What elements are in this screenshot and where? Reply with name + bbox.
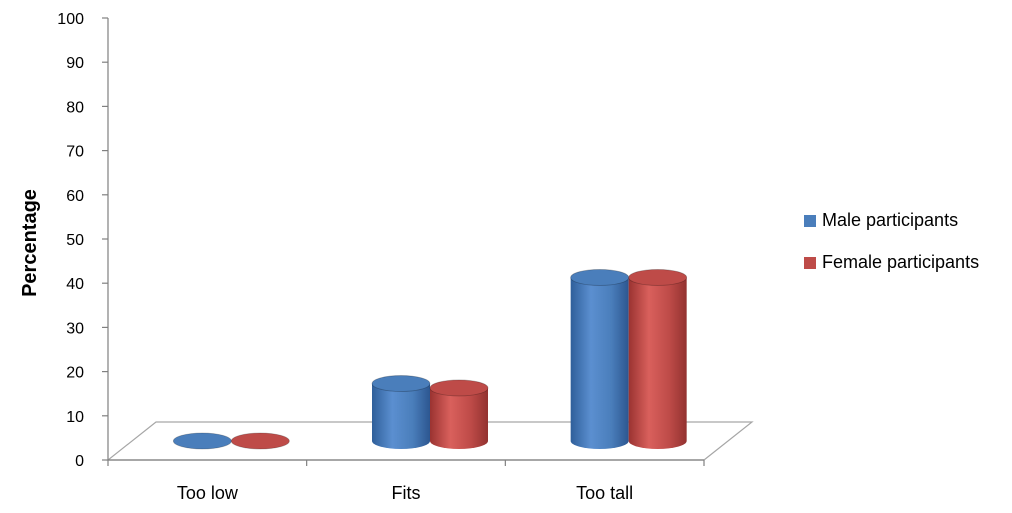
y-tick-label: 90 <box>66 55 84 72</box>
y-axis-title: Percentage <box>19 189 41 297</box>
y-tick-label: 70 <box>66 144 84 161</box>
x-axis-ticks: Too low Fits Too tall <box>107 460 705 503</box>
y-tick-label: 20 <box>66 365 84 382</box>
legend-label: Female participants <box>822 252 979 272</box>
y-tick-label: 50 <box>66 232 84 249</box>
legend-swatch <box>804 257 816 269</box>
y-tick-label: 80 <box>66 99 84 116</box>
legend-swatch <box>804 215 816 227</box>
legend-label: Male participants <box>822 210 958 230</box>
bar-male-participants <box>172 432 232 450</box>
bar-male-participants <box>371 375 431 449</box>
y-tick-label: 100 <box>57 11 84 28</box>
bar-female-participants <box>628 269 688 449</box>
y-tick-label: 40 <box>66 276 84 293</box>
legend: Male participants Female participants <box>804 210 979 272</box>
y-tick-label: 10 <box>66 409 84 426</box>
y-tick-label: 30 <box>66 320 84 337</box>
bars-group <box>172 269 688 450</box>
x-category-label: Fits <box>392 483 421 503</box>
bar-male-participants <box>570 269 630 449</box>
x-category-label: Too low <box>177 483 239 503</box>
y-tick-label: 60 <box>66 188 84 205</box>
bar-female-participants <box>230 432 290 450</box>
x-category-label: Too tall <box>576 483 633 503</box>
y-tick-label: 0 <box>75 453 84 470</box>
bar-female-participants <box>429 379 489 449</box>
y-axis-ticks: 0 10 20 30 40 50 60 70 80 90 100 <box>57 11 108 470</box>
